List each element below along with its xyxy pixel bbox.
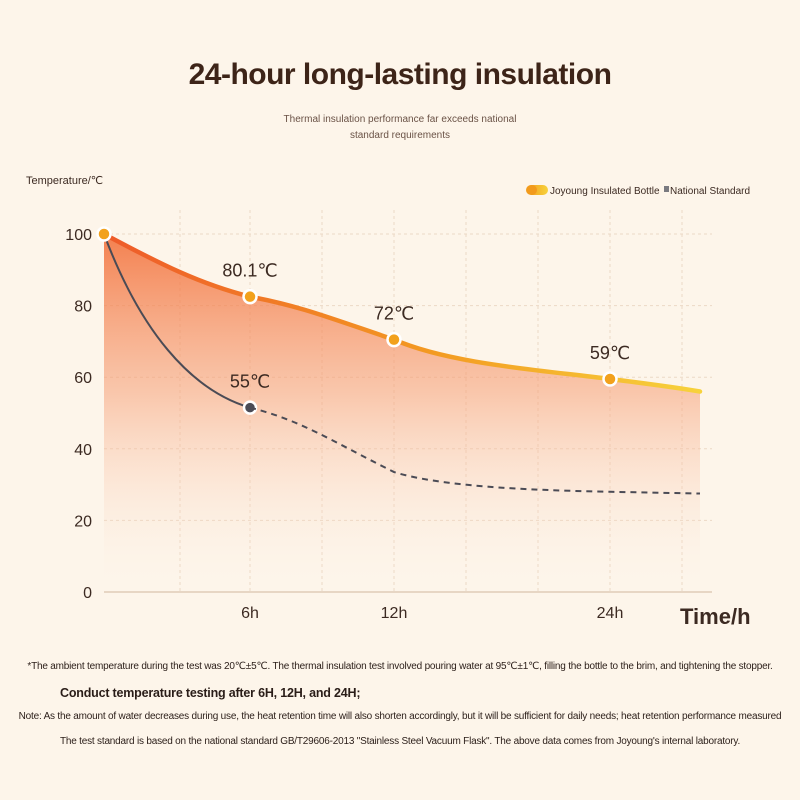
chart-legend: Joyoung Insulated Bottle National Standar… (526, 185, 750, 197)
national-standard-data-label: 55℃ (230, 372, 270, 392)
y-axis-label: Temperature/℃ (26, 175, 103, 187)
page-subtitle: Thermal insulation performance far excee… (283, 114, 517, 141)
chart-axes: 0 20 40 60 80 100 6h 12h 24h Temperature/℃ Time/h (26, 175, 751, 629)
x-tick-label: 12h (381, 605, 408, 622)
x-tick-label: 24h (597, 605, 624, 622)
joyoung-point (242, 288, 258, 305)
footnote-ambient: *The ambient temperature during the test… (27, 661, 773, 672)
page-title: 24-hour long-lasting insulation (188, 58, 612, 91)
national-standard-line (103, 233, 251, 409)
legend-label-joyoung: Joyoung Insulated Bottle (550, 186, 660, 197)
y-tick-label: 100 (65, 227, 92, 244)
joyoung-point (386, 331, 402, 348)
joyoung-data-label: 59℃ (590, 343, 630, 363)
x-tick-label: 6h (241, 605, 259, 622)
legend-dot-joyoung (527, 185, 537, 195)
national-standard-line-projected (249, 406, 701, 495)
x-axis-label: Time/h (680, 604, 751, 629)
joyoung-point (96, 226, 112, 242)
y-tick-label: 80 (74, 299, 92, 316)
y-tick-label: 20 (74, 513, 92, 530)
y-tick-label: 60 (74, 370, 92, 387)
legend-label-national: National Standard (670, 186, 750, 197)
y-tick-label: 40 (74, 442, 92, 459)
footnote-usage: Note: As the amount of water decreases d… (18, 711, 782, 722)
y-tick-label: 0 (83, 585, 92, 602)
joyoung-area-fill (104, 234, 700, 592)
joyoung-data-label: 80.1℃ (222, 261, 277, 281)
chart-marks: 55℃ 80.1℃ 72℃ 59℃ (96, 226, 630, 415)
footnote-testing: Conduct temperature testing after 6H, 12… (60, 686, 361, 700)
joyoung-data-label: 72℃ (374, 304, 414, 324)
footnote-standard: The test standard is based on the nation… (59, 736, 741, 747)
joyoung-point (602, 371, 618, 387)
legend-swatch-national (664, 186, 669, 192)
